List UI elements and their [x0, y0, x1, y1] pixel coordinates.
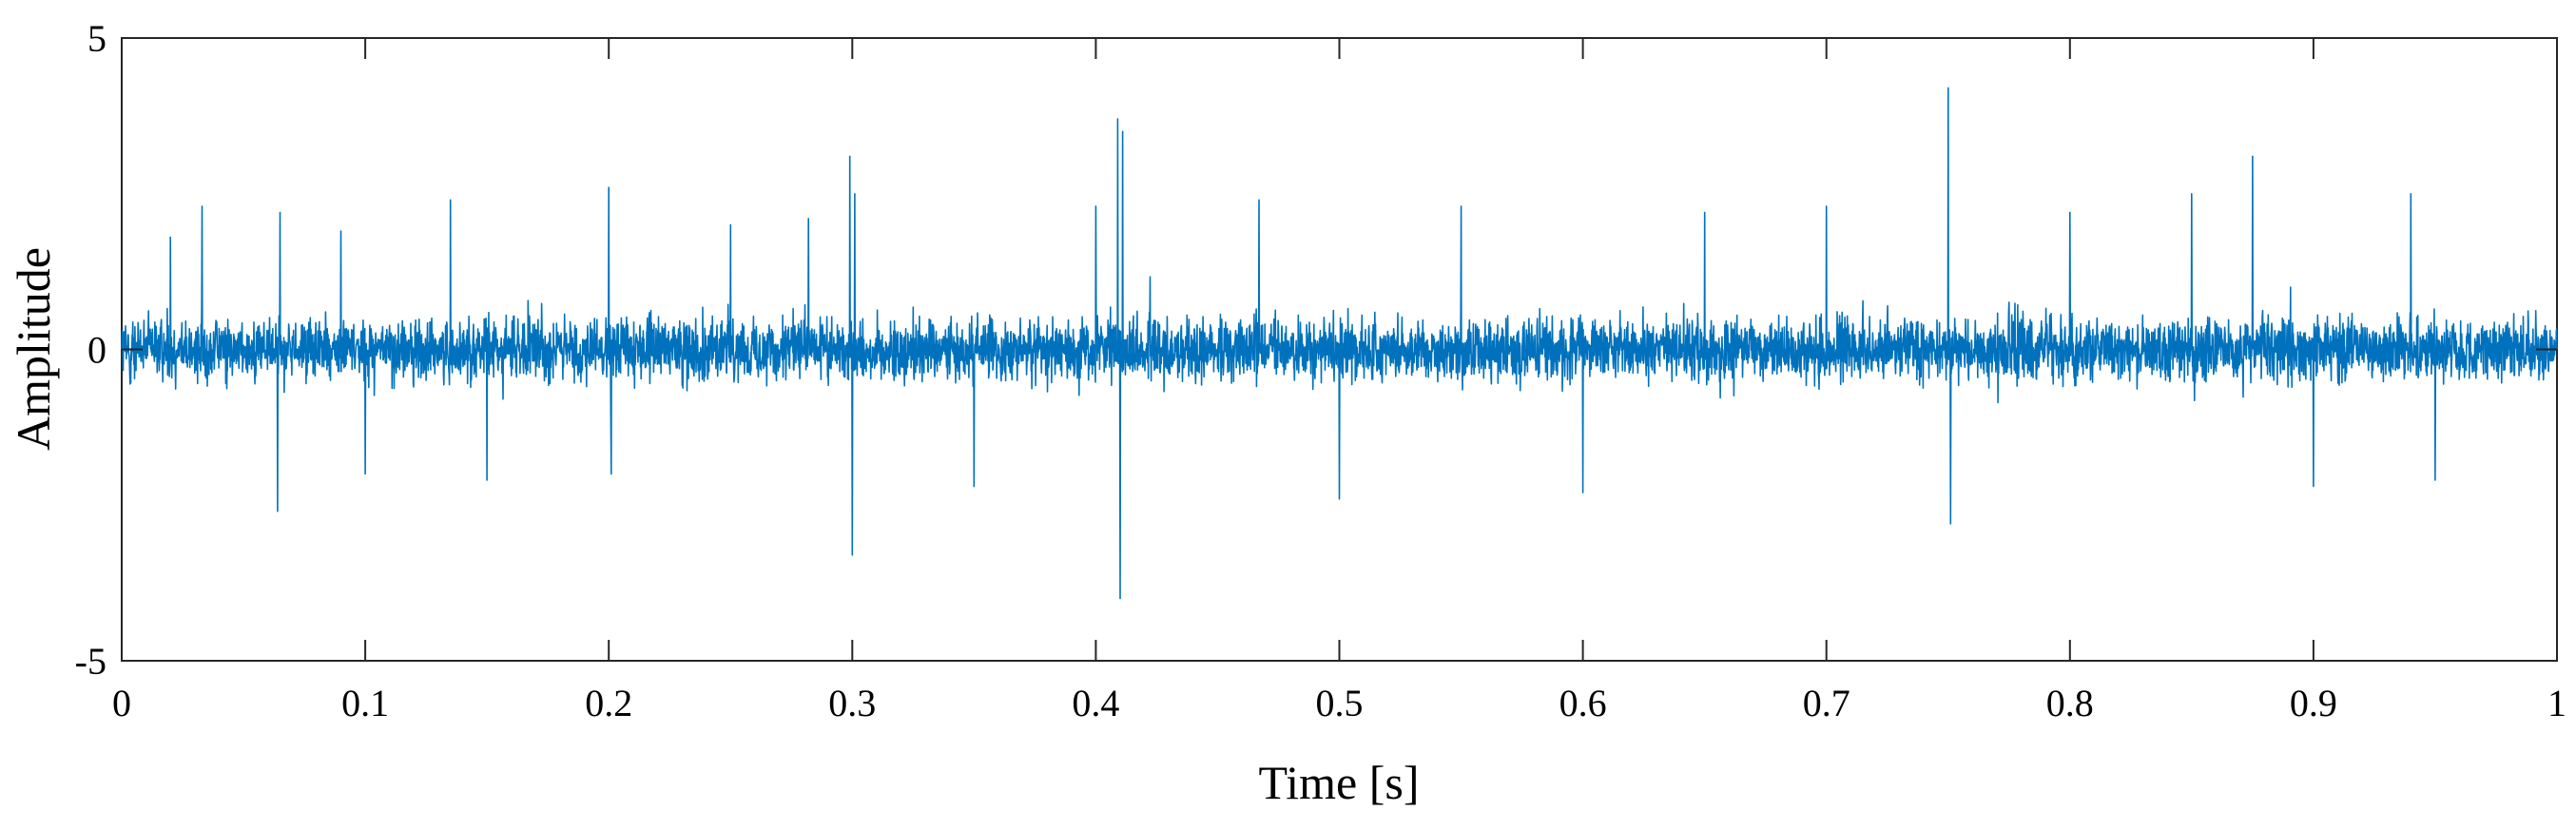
axis-ticks: [121, 37, 2558, 662]
x-tick-label: 0.7: [1803, 682, 1850, 724]
y-tick-label: 5: [87, 17, 107, 60]
x-tick-label: 0: [112, 682, 131, 724]
signal-series: [121, 87, 2558, 600]
x-tick-label: 0.2: [585, 682, 632, 724]
y-axis-label: Amplitude: [7, 247, 60, 451]
x-tick-label: 1: [2547, 682, 2566, 724]
x-axis-label: Time [s]: [1258, 756, 1419, 809]
x-tick-label: 0.4: [1072, 682, 1119, 724]
x-tick-label: 0.3: [828, 682, 876, 724]
signal-line: [121, 87, 2558, 600]
y-tick-label: -5: [75, 640, 107, 683]
x-tick-label: 0.6: [1559, 682, 1607, 724]
x-tick-label: 0.5: [1316, 682, 1364, 724]
x-tick-label: 0.1: [341, 682, 389, 724]
y-tick-labels: -5 0 5: [75, 17, 107, 683]
x-tick-labels: 0 0.1 0.2 0.3 0.4 0.5 0.6 0.7 0.8 0.9 1: [112, 682, 2566, 724]
x-tick-label: 0.8: [2046, 682, 2094, 724]
y-tick-label: 0: [87, 329, 107, 372]
x-tick-label: 0.9: [2290, 682, 2337, 724]
